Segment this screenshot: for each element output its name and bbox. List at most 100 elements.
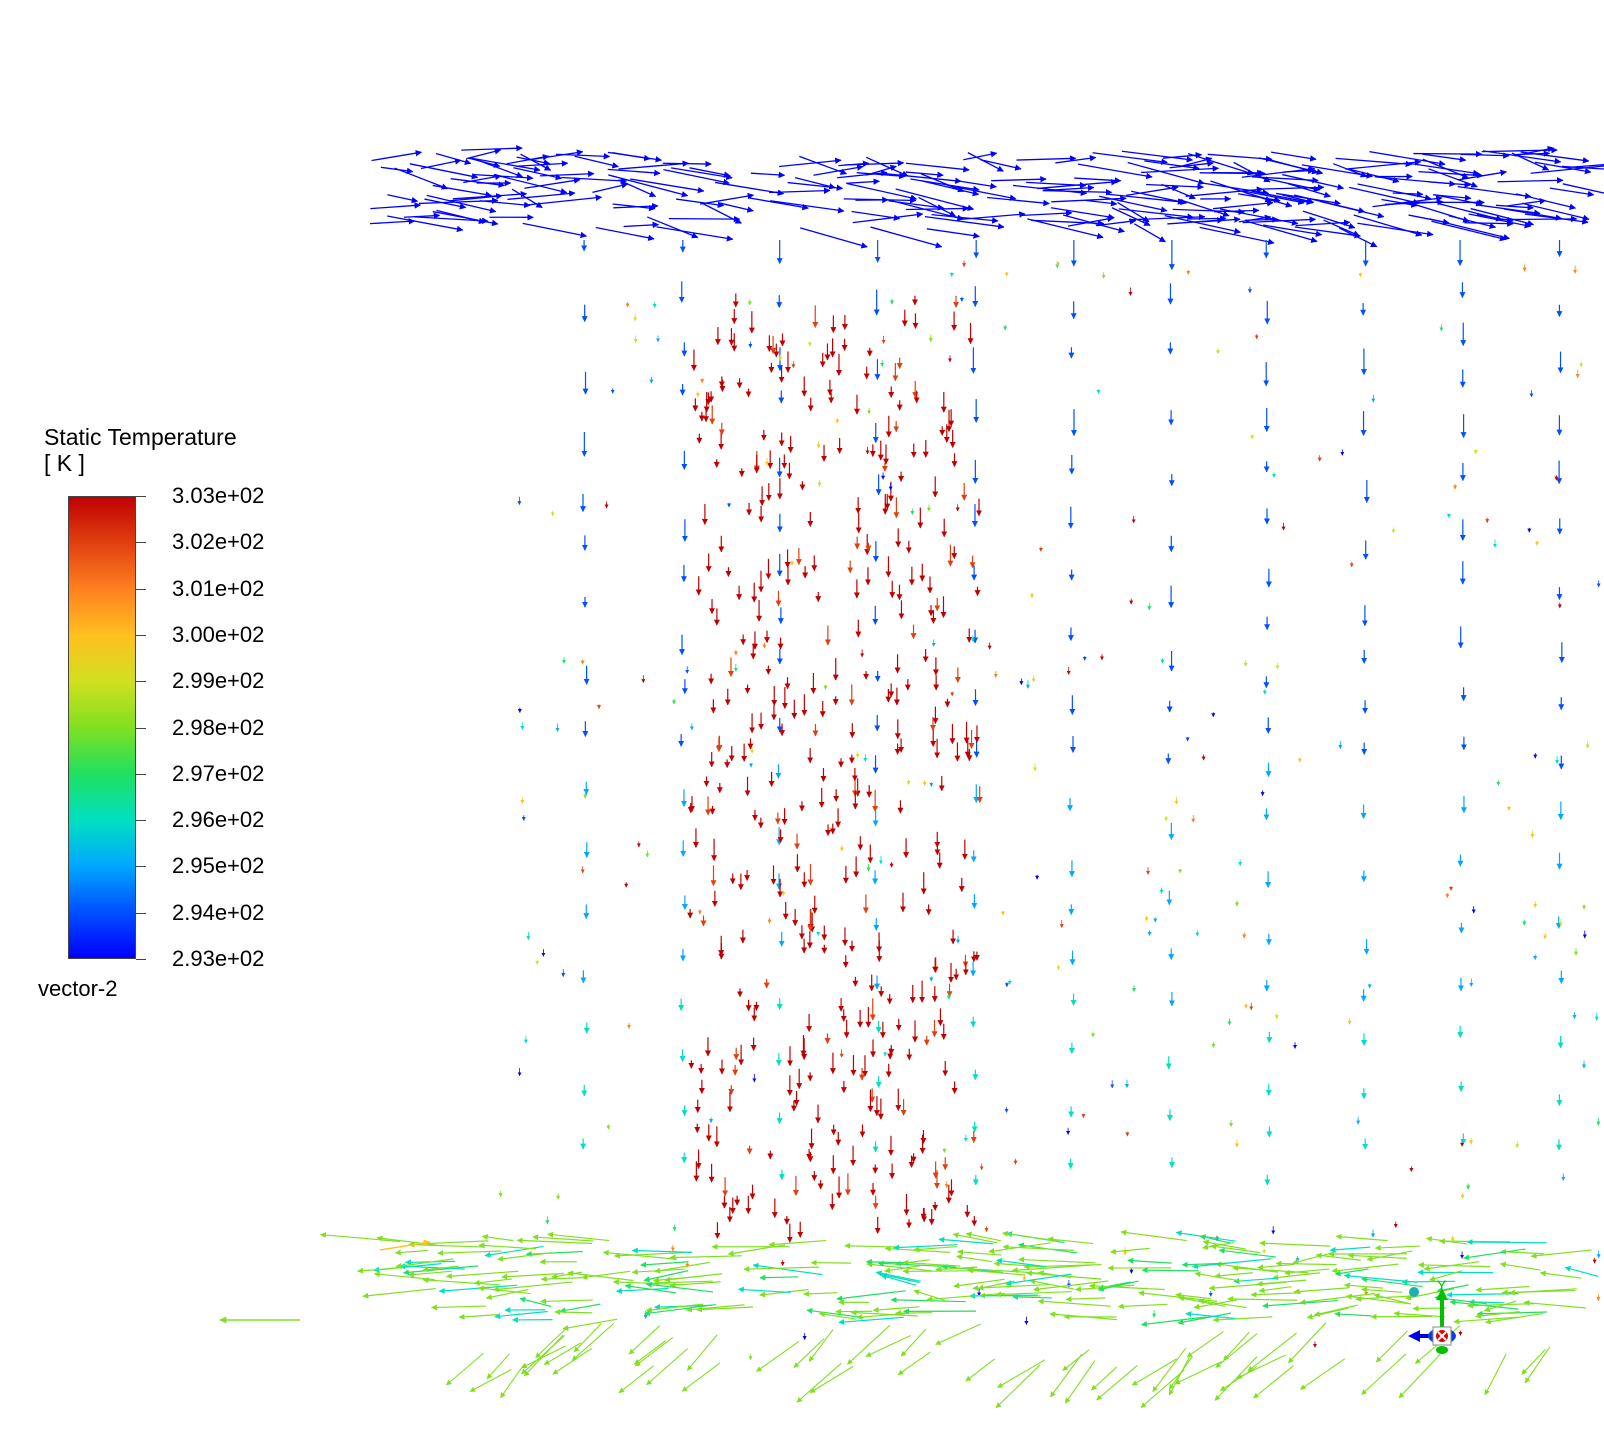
- velocity-vector: [1212, 200, 1274, 210]
- velocity-vector: [319, 1232, 401, 1243]
- velocity-vector: [478, 1285, 531, 1295]
- velocity-vector: [1272, 1272, 1320, 1281]
- velocity-vector: [656, 226, 734, 242]
- velocity-vector: [1178, 1295, 1226, 1307]
- velocity-vector: [1463, 1248, 1526, 1261]
- velocity-vector: [399, 1263, 465, 1270]
- velocity-vector: [631, 1268, 686, 1275]
- velocity-vector: [1257, 1263, 1295, 1271]
- velocity-vector: [1357, 222, 1434, 238]
- velocity-vector: [1475, 1285, 1530, 1293]
- velocity-vector: [623, 221, 660, 229]
- velocity-vector: [520, 153, 552, 171]
- velocity-vector: [965, 1358, 995, 1382]
- velocity-vector: [818, 1311, 857, 1320]
- velocity-vector: [1259, 184, 1325, 191]
- velocity-vector: [1259, 1240, 1331, 1247]
- velocity-vector: [906, 205, 970, 212]
- velocity-vector: [921, 180, 980, 197]
- velocity-vector: [1109, 1247, 1150, 1255]
- velocity-vector: [1345, 1293, 1412, 1305]
- velocity-vector: [1366, 1250, 1413, 1262]
- velocity-vector: [1497, 177, 1564, 184]
- velocity-vector: [1521, 202, 1590, 222]
- velocity-vector: [796, 1362, 842, 1403]
- velocity-vector: [675, 198, 725, 209]
- velocity-vector: [435, 152, 472, 165]
- velocity-vector: [671, 167, 733, 181]
- velocity-vector: [1361, 1353, 1407, 1395]
- velocity-vector: [1120, 1229, 1187, 1242]
- velocity-vector: [521, 1335, 565, 1375]
- velocity-vector: [540, 1298, 593, 1305]
- velocity-vector: [884, 172, 962, 184]
- velocity-vector: [624, 1283, 677, 1294]
- legend-units: [ K ]: [44, 450, 85, 476]
- velocity-vector: [1172, 208, 1246, 216]
- velocity-vector: [714, 181, 785, 196]
- velocity-vector: [1263, 224, 1323, 237]
- velocity-vector: [1401, 1278, 1456, 1285]
- velocity-vector: [870, 226, 943, 249]
- colorbar-tick-label: 2.93e+02: [172, 946, 265, 971]
- velocity-vector: [387, 215, 464, 233]
- velocity-vector: [618, 179, 657, 198]
- velocity-vector: [838, 1316, 904, 1326]
- velocity-vector: [1152, 1347, 1187, 1393]
- velocity-vector: [893, 1244, 958, 1251]
- velocity-vector: [1511, 152, 1550, 171]
- velocity-vector: [995, 1290, 1072, 1298]
- velocity-vector: [843, 197, 917, 204]
- velocity-vector: [1287, 1322, 1327, 1364]
- velocity-vector: [902, 1259, 961, 1267]
- velocity-vector: [902, 1268, 981, 1275]
- velocity-vector: [865, 156, 909, 177]
- velocity-vector: [1218, 1247, 1276, 1258]
- velocity-vector: [1140, 1316, 1207, 1327]
- velocity-vector: [1495, 204, 1534, 211]
- velocity-vector: [532, 1234, 594, 1242]
- velocity-vector: [875, 1270, 922, 1282]
- velocity-vector: [1194, 1271, 1243, 1282]
- velocity-vector: [1005, 1273, 1072, 1287]
- velocity-vector: [689, 167, 731, 178]
- velocity-vector: [1227, 1296, 1298, 1303]
- velocity-vector: [402, 1265, 479, 1276]
- velocity-vector: [376, 1235, 444, 1247]
- velocity-vector: [1117, 201, 1150, 223]
- velocity-vector: [595, 226, 655, 241]
- velocity-vector: [1338, 227, 1378, 248]
- velocity-vector: [409, 163, 479, 180]
- velocity-vector: [1315, 1252, 1361, 1261]
- velocity-vector: [980, 159, 1022, 171]
- velocity-vector: [1002, 1244, 1074, 1252]
- velocity-vector: [1067, 215, 1114, 227]
- velocity-vector: [1174, 1360, 1223, 1385]
- velocity-vector: [838, 160, 870, 167]
- velocity-vector: [1381, 198, 1418, 208]
- velocity-vector: [872, 1306, 920, 1313]
- velocity-vector: [1503, 208, 1563, 221]
- velocity-vector: [1347, 1252, 1407, 1259]
- velocity-vector: [799, 227, 868, 249]
- velocity-vector: [1262, 1299, 1338, 1309]
- velocity-vector: [1530, 1249, 1592, 1259]
- velocity-vector: [500, 1363, 526, 1399]
- velocity-vector: [1483, 1300, 1516, 1313]
- velocity-vector: [743, 1266, 820, 1273]
- velocity-vector: [1250, 1291, 1302, 1298]
- velocity-vector: [515, 160, 569, 167]
- velocity-vector: [1539, 1270, 1582, 1279]
- velocity-vector: [371, 149, 423, 162]
- velocity-vector: [469, 1368, 512, 1392]
- colorbar-tick: [136, 773, 146, 775]
- velocity-vector: [452, 190, 528, 200]
- velocity-vector: [1247, 1332, 1298, 1372]
- velocity-vector: [1185, 186, 1264, 197]
- velocity-vector: [1408, 214, 1450, 226]
- velocity-vector: [653, 1279, 713, 1286]
- velocity-vector: [1186, 1331, 1224, 1358]
- velocity-vector: [1398, 1353, 1441, 1399]
- velocity-vector: [1437, 202, 1503, 222]
